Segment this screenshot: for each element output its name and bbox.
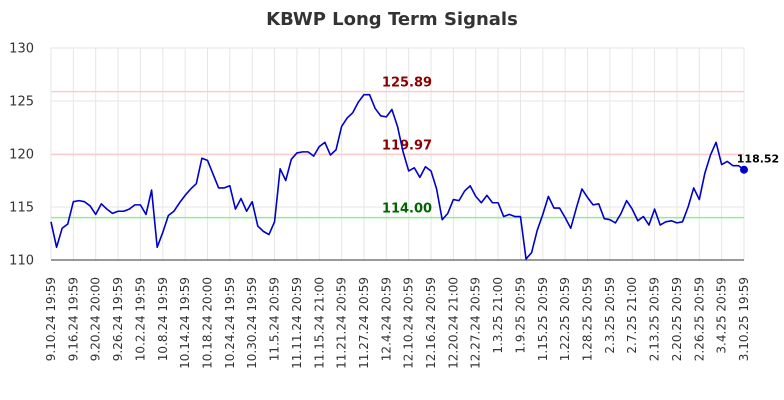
y-tick-label: 125 xyxy=(9,95,34,110)
x-tick-label: 11.27.24 20:59 xyxy=(357,277,371,369)
x-tick-label: 9.10.24 19:59 xyxy=(44,277,58,361)
x-tick-label: 2.13.25 20:59 xyxy=(648,277,662,361)
y-tick-label: 130 xyxy=(9,42,34,57)
x-tick-label: 3.4.25 20:59 xyxy=(715,277,729,354)
x-tick-label: 12.20.24 21:00 xyxy=(446,277,460,369)
x-tick-label: 11.5.24 20:59 xyxy=(268,277,282,361)
x-tick-label: 11.21.24 20:59 xyxy=(335,277,349,369)
x-tick-label: 1.28.25 20:59 xyxy=(581,277,595,361)
tick-labels: 110 115 120 125 130 9.10.24 19:59 9.16.24 19:5… xyxy=(9,42,751,369)
x-tick-label: 9.20.24 20:00 xyxy=(89,277,103,361)
x-tick-label: 2.20.25 20:59 xyxy=(670,277,684,361)
series-layer: 118.52 xyxy=(50,93,779,260)
x-tick-label: 1.9.25 20:59 xyxy=(513,277,527,354)
x-tick-label: 1.15.25 20:59 xyxy=(536,277,550,361)
x-tick-label: 10.14.24 19:59 xyxy=(178,277,192,369)
y-tick-label: 115 xyxy=(9,201,34,216)
x-tick-label: 10.24.24 19:59 xyxy=(223,277,237,369)
x-tick-label: 1.22.25 20:59 xyxy=(558,277,572,361)
x-tick-label: 10.18.24 20:00 xyxy=(200,277,214,369)
x-tick-label: 10.30.24 19:59 xyxy=(245,277,259,369)
last-point-marker xyxy=(740,165,748,174)
x-tick-label: 3.10.25 19:59 xyxy=(737,277,751,361)
level-label: 114.00 xyxy=(382,202,432,217)
x-tick-label: 12.10.24 20:59 xyxy=(402,277,416,369)
last-value-label: 118.52 xyxy=(737,153,779,166)
x-tick-label: 11.11.24 20:59 xyxy=(290,277,304,369)
x-tick-label: 10.2.24 19:59 xyxy=(133,277,147,361)
level-label: 125.89 xyxy=(382,76,432,91)
x-tick-label: 9.26.24 19:59 xyxy=(111,277,125,361)
level-label: 119.97 xyxy=(382,138,432,153)
x-tick-label: 1.3.25 21:00 xyxy=(491,277,505,354)
x-tick-label: 2.7.25 21:00 xyxy=(625,277,639,354)
x-tick-label: 10.8.24 19:59 xyxy=(156,277,170,361)
x-tick-label: 12.16.24 20:59 xyxy=(424,277,438,369)
chart-title: KBWP Long Term Signals xyxy=(266,9,518,30)
x-tick-label: 2.26.25 20:59 xyxy=(692,277,706,361)
series-line xyxy=(50,93,745,260)
x-tick-label: 12.27.24 20:59 xyxy=(469,277,483,369)
x-tick-label: 2.3.25 20:59 xyxy=(603,277,617,354)
y-tick-label: 120 xyxy=(9,148,34,163)
signal-levels: 125.89 119.97 114.00 xyxy=(51,76,744,219)
x-tick-label: 9.16.24 19:59 xyxy=(66,277,80,361)
x-tick-label: 12.4.24 20:59 xyxy=(379,277,393,361)
y-tick-label: 110 xyxy=(9,254,34,269)
x-tick-label: 11.15.24 21:00 xyxy=(312,277,326,369)
